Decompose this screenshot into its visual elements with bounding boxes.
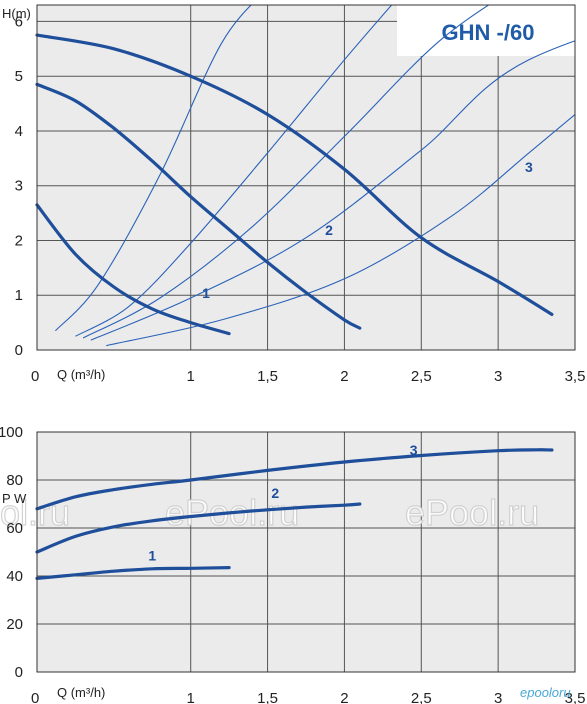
- curve-label-1: 1: [202, 285, 210, 301]
- chart-title: GHN -/60: [442, 20, 535, 45]
- x-tick-label: 1,5: [257, 690, 278, 704]
- y-tick-label: 20: [6, 616, 23, 633]
- watermark-3: ePool.ru: [405, 492, 539, 533]
- power-y-tick-labels: 0 20 40 60 80 100: [0, 424, 23, 681]
- head-x-axis-label: Q (m³/h): [57, 367, 105, 382]
- y-tick-label: 100: [0, 424, 23, 441]
- x-tick-label: 3,5: [565, 368, 586, 385]
- curve-label-2: 2: [271, 485, 279, 501]
- x-tick-label: 3: [494, 368, 502, 385]
- y-tick-label: 5: [15, 68, 23, 85]
- head-curve-labels: 1 2 3: [202, 159, 533, 301]
- title-box: [397, 5, 575, 56]
- system-curve-3: [82, 5, 490, 339]
- x-tick-label: 2,5: [411, 690, 432, 704]
- x-tick-label: 3: [494, 690, 502, 704]
- head-x-tick-labels: 0 1 1,5 2 2,5 3 3,5: [31, 368, 585, 385]
- system-curve-2: [75, 5, 393, 337]
- y-tick-label: 6: [15, 13, 23, 30]
- head-y-axis-label: H(m): [2, 6, 31, 21]
- x-tick-label: 1,5: [257, 368, 278, 385]
- power-x-axis-label: Q (m³/h): [57, 685, 105, 700]
- power-curve-labels: 1 2 3: [148, 442, 417, 564]
- y-tick-label: 1: [15, 287, 23, 304]
- system-curve-4: [90, 40, 575, 341]
- y-tick-label: 0: [15, 664, 23, 681]
- x-tick-label: 1: [187, 690, 195, 704]
- head-plot-area: [37, 5, 575, 350]
- x-tick-label: 0: [31, 368, 39, 385]
- head-series: [35, 33, 554, 336]
- y-tick-label: 40: [6, 568, 23, 585]
- y-tick-label: 2: [15, 232, 23, 249]
- system-curve-1: [54, 5, 252, 332]
- series-line-1: [35, 203, 231, 336]
- curve-label-2: 2: [325, 222, 333, 238]
- series-line-3: [35, 448, 554, 511]
- power-grid: [37, 432, 575, 672]
- power-x-tick-labels: 0 1 1,5 2 2,5 3 3,5: [31, 690, 585, 704]
- power-chart: ol.ru ePool.ru ePool.ru 123 020406080100…: [0, 424, 585, 704]
- x-tick-label: 2,5: [411, 368, 432, 385]
- series-line-3: [35, 33, 554, 316]
- x-tick-label: 0: [31, 690, 39, 704]
- head-plot-border: [36, 4, 576, 351]
- system-curve-5: [106, 114, 575, 347]
- y-tick-label: 4: [15, 123, 23, 140]
- series-line-2: [35, 82, 362, 330]
- watermark-1: ol.ru: [0, 492, 70, 533]
- y-tick-label: 60: [6, 520, 23, 537]
- brand-logo: epooloru: [520, 685, 571, 700]
- system-curves: [54, 5, 575, 347]
- power-y-axis-label: P W: [2, 491, 27, 506]
- curve-label-3: 3: [410, 442, 418, 458]
- power-series: [35, 448, 554, 580]
- power-plot-border: [36, 431, 576, 673]
- curve-label-1: 1: [148, 547, 156, 563]
- power-plot-area: [37, 432, 575, 672]
- curve-label-3: 3: [525, 159, 533, 175]
- x-tick-label: 2: [340, 690, 348, 704]
- x-tick-label: 1: [187, 368, 195, 385]
- y-tick-label: 0: [15, 342, 23, 359]
- x-tick-label: 2: [340, 368, 348, 385]
- series-line-1: [35, 566, 231, 580]
- x-tick-label: 3,5: [565, 690, 586, 704]
- y-tick-label: 80: [6, 472, 23, 489]
- head-y-tick-labels: 0 1 2 3 4 5 6: [15, 13, 23, 359]
- series-line-2: [35, 502, 362, 554]
- y-tick-label: 3: [15, 178, 23, 195]
